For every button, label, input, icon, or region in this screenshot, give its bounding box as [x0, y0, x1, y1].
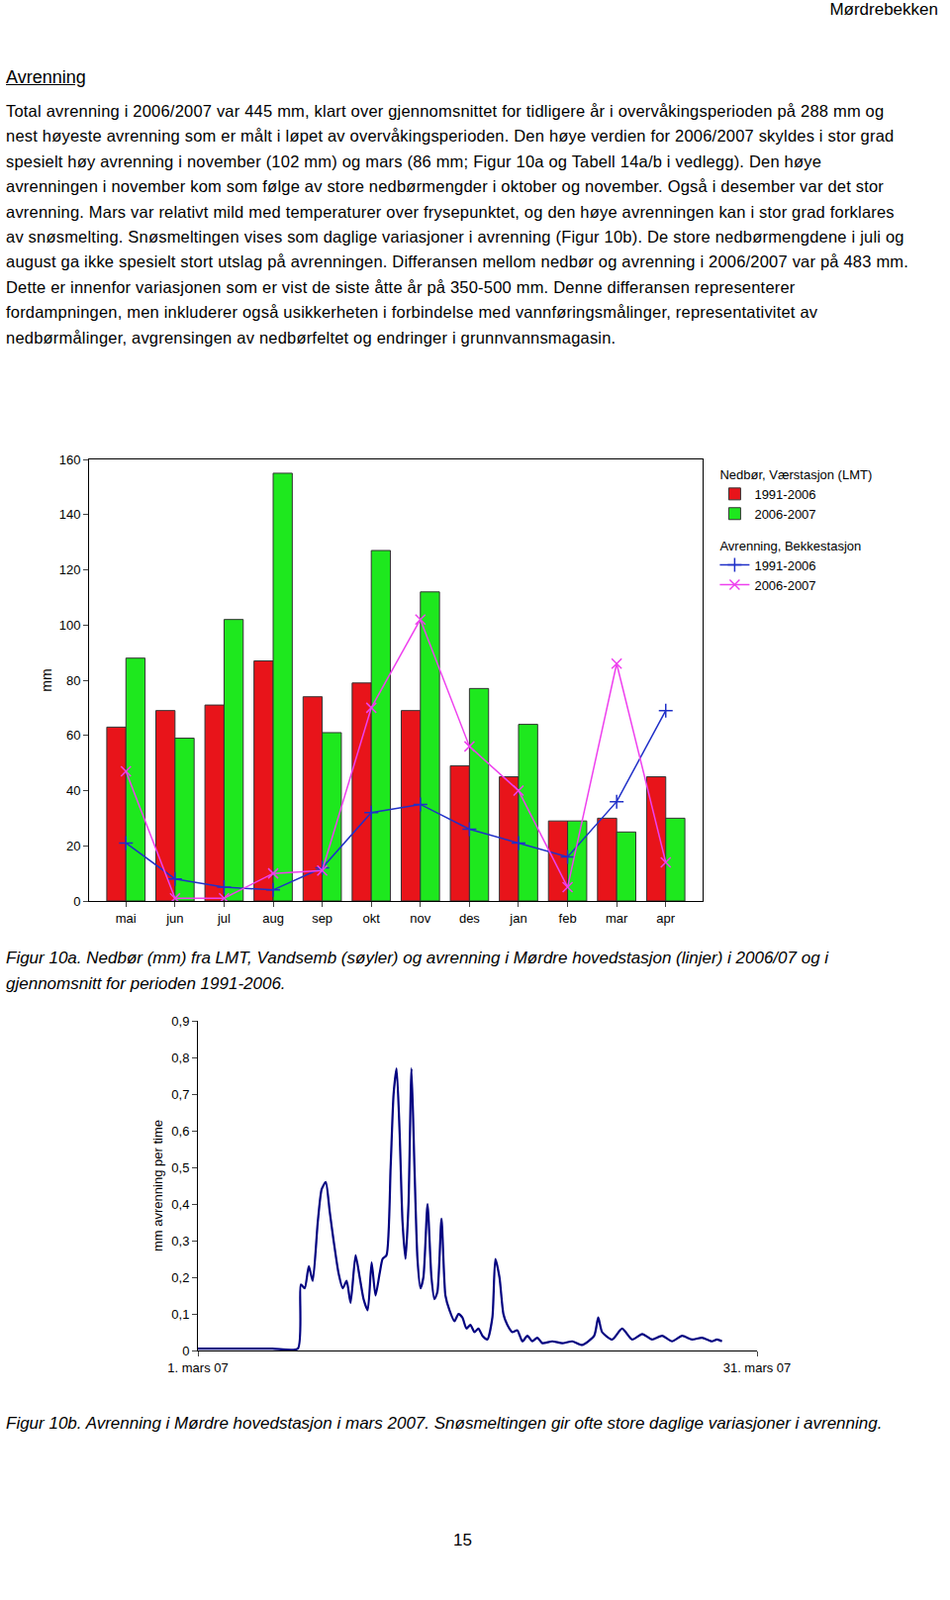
svg-text:140: 140 [59, 506, 82, 522]
svg-text:sep: sep [311, 910, 333, 926]
svg-text:0: 0 [182, 1342, 190, 1358]
svg-text:nov: nov [409, 910, 431, 926]
svg-text:Nedbør, Værstasjon (LMT): Nedbør, Værstasjon (LMT) [719, 467, 872, 482]
svg-text:1. mars 07: 1. mars 07 [167, 1359, 228, 1375]
svg-text:apr: apr [656, 910, 675, 926]
svg-text:okt: okt [363, 910, 381, 926]
svg-text:0,8: 0,8 [171, 1049, 190, 1065]
html-text:15: 15 [453, 1529, 473, 1549]
svg-text:jun: jun [165, 910, 184, 926]
svg-text:60: 60 [66, 727, 81, 743]
svg-text:0,6: 0,6 [171, 1123, 190, 1139]
html-text:Avrenning: Avrenning [5, 67, 86, 88]
html-text:Total avrenning i 2006/2007 va: Total avrenning i 2006/2007 var 445 mm, … [5, 101, 909, 347]
svg-text:0,7: 0,7 [171, 1086, 190, 1102]
svg-text:0,2: 0,2 [171, 1269, 190, 1285]
html-text:Figur 10a. Nedbør (mm) fra LMT: Figur 10a. Nedbør (mm) fra LMT, Vandsemb… [5, 948, 829, 993]
svg-text:31. mars 07: 31. mars 07 [723, 1359, 792, 1375]
svg-text:jul: jul [216, 910, 231, 926]
svg-text:40: 40 [66, 782, 81, 798]
svg-text:mar: mar [605, 910, 629, 926]
html-text:Figur 10b. Avrenning i Mørdre: Figur 10b. Avrenning i Mørdre hovedstasj… [5, 1413, 883, 1432]
svg-text:mm avrenning per time: mm avrenning per time [150, 1119, 166, 1251]
svg-text:mai: mai [115, 910, 137, 926]
svg-text:des: des [459, 910, 480, 926]
svg-text:100: 100 [59, 617, 82, 633]
svg-text:20: 20 [66, 838, 81, 854]
svg-text:0,3: 0,3 [171, 1233, 190, 1248]
svg-text:jan: jan [508, 910, 527, 926]
svg-text:2006-2007: 2006-2007 [754, 506, 816, 522]
svg-text:120: 120 [59, 562, 82, 577]
svg-text:0,1: 0,1 [171, 1306, 190, 1322]
svg-text:feb: feb [559, 910, 577, 926]
svg-text:0: 0 [73, 893, 81, 909]
svg-text:0,5: 0,5 [171, 1159, 190, 1175]
html-text:Mørdrebekken: Mørdrebekken [829, 0, 939, 19]
svg-text:0,9: 0,9 [171, 1013, 190, 1029]
svg-text:mm: mm [38, 667, 55, 691]
svg-text:0,4: 0,4 [171, 1196, 190, 1212]
svg-text:aug: aug [262, 910, 285, 926]
svg-text:Avrenning, Bekkestasjon: Avrenning, Bekkestasjon [719, 538, 861, 554]
svg-text:80: 80 [66, 672, 81, 688]
svg-text:2006-2007: 2006-2007 [754, 577, 816, 593]
svg-text:1991-2006: 1991-2006 [754, 558, 816, 573]
svg-text:160: 160 [59, 452, 82, 468]
svg-text:1991-2006: 1991-2006 [754, 486, 816, 502]
